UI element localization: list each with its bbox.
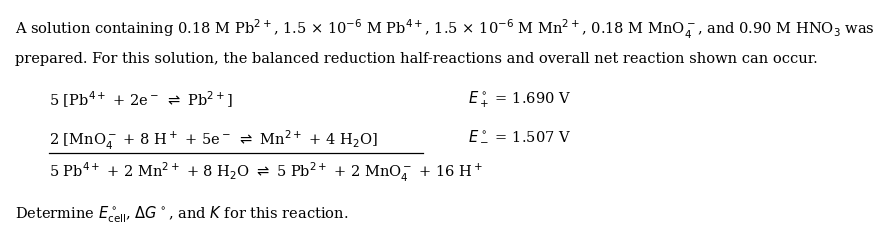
Text: 5 [Pb$^{4+}$ + 2e$^-$ $\rightleftharpoons$ Pb$^{2+}$]: 5 [Pb$^{4+}$ + 2e$^-$ $\rightleftharpoon…: [49, 89, 233, 110]
Text: 2 [MnO$_4^-$ + 8 H$^+$ + 5e$^-$ $\rightleftharpoons$ Mn$^{2+}$ + 4 H$_2$O]: 2 [MnO$_4^-$ + 8 H$^+$ + 5e$^-$ $\rightl…: [49, 128, 378, 152]
Text: $E_+^\circ$ = 1.690 V: $E_+^\circ$ = 1.690 V: [467, 89, 571, 110]
Text: prepared. For this solution, the balanced reduction half-reactions and overall n: prepared. For this solution, the balance…: [15, 52, 818, 66]
Text: Determine $E^\circ_{\mathrm{cell}}$, $\Delta G^\circ$, and $K$ for this reaction: Determine $E^\circ_{\mathrm{cell}}$, $\D…: [15, 205, 348, 225]
Text: $E_-^\circ$ = 1.507 V: $E_-^\circ$ = 1.507 V: [467, 128, 571, 143]
Text: A solution containing 0.18 M Pb$^{2+}$, 1.5 × 10$^{-6}$ M Pb$^{4+}$, 1.5 × 10$^{: A solution containing 0.18 M Pb$^{2+}$, …: [15, 18, 875, 41]
Text: 5 Pb$^{4+}$ + 2 Mn$^{2+}$ + 8 H$_2$O $\rightleftharpoons$ 5 Pb$^{2+}$ + 2 MnO$_4: 5 Pb$^{4+}$ + 2 Mn$^{2+}$ + 8 H$_2$O $\r…: [49, 161, 484, 184]
